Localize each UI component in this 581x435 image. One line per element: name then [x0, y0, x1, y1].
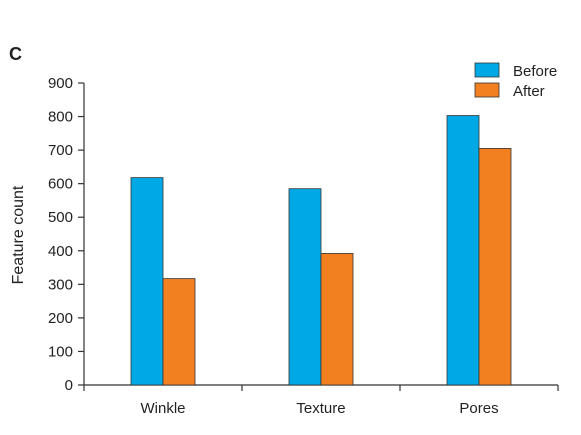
bar-after-pores — [478, 148, 512, 386]
y-tick-label: 600 — [48, 176, 73, 193]
x-tick-label: Texture — [296, 400, 345, 417]
x-tick-label: Winkle — [140, 400, 185, 417]
x-tick-label: Pores — [459, 400, 498, 417]
y-tick-label: 100 — [48, 343, 73, 360]
bar-after-texture — [320, 253, 354, 386]
y-tick-label: 700 — [48, 142, 73, 159]
legend-label-before: Before — [513, 63, 557, 80]
legend-swatch-before — [474, 62, 500, 78]
legend-label-after: After — [513, 83, 545, 100]
y-axis-label: Feature count — [10, 185, 27, 284]
y-tick-label: 300 — [48, 276, 73, 293]
y-tick-label: 0 — [65, 377, 73, 394]
y-tick-label: 800 — [48, 109, 73, 126]
panel-label: C — [9, 44, 22, 64]
x-axis: Winkle Texture Pores — [83, 384, 559, 417]
bar-before-winkle — [130, 177, 164, 386]
y-tick-label: 500 — [48, 209, 73, 226]
y-tick-label: 200 — [48, 310, 73, 327]
legend: Before After — [474, 62, 557, 100]
bar-before-pores — [446, 115, 480, 386]
y-axis: 0 100 200 300 400 500 600 700 800 900 — [48, 75, 85, 394]
legend-swatch-after — [474, 82, 500, 98]
bars — [130, 115, 512, 386]
y-tick-label: 900 — [48, 75, 73, 92]
bar-after-winkle — [162, 278, 196, 386]
bar-before-texture — [288, 188, 322, 386]
y-tick-label: 400 — [48, 243, 73, 260]
